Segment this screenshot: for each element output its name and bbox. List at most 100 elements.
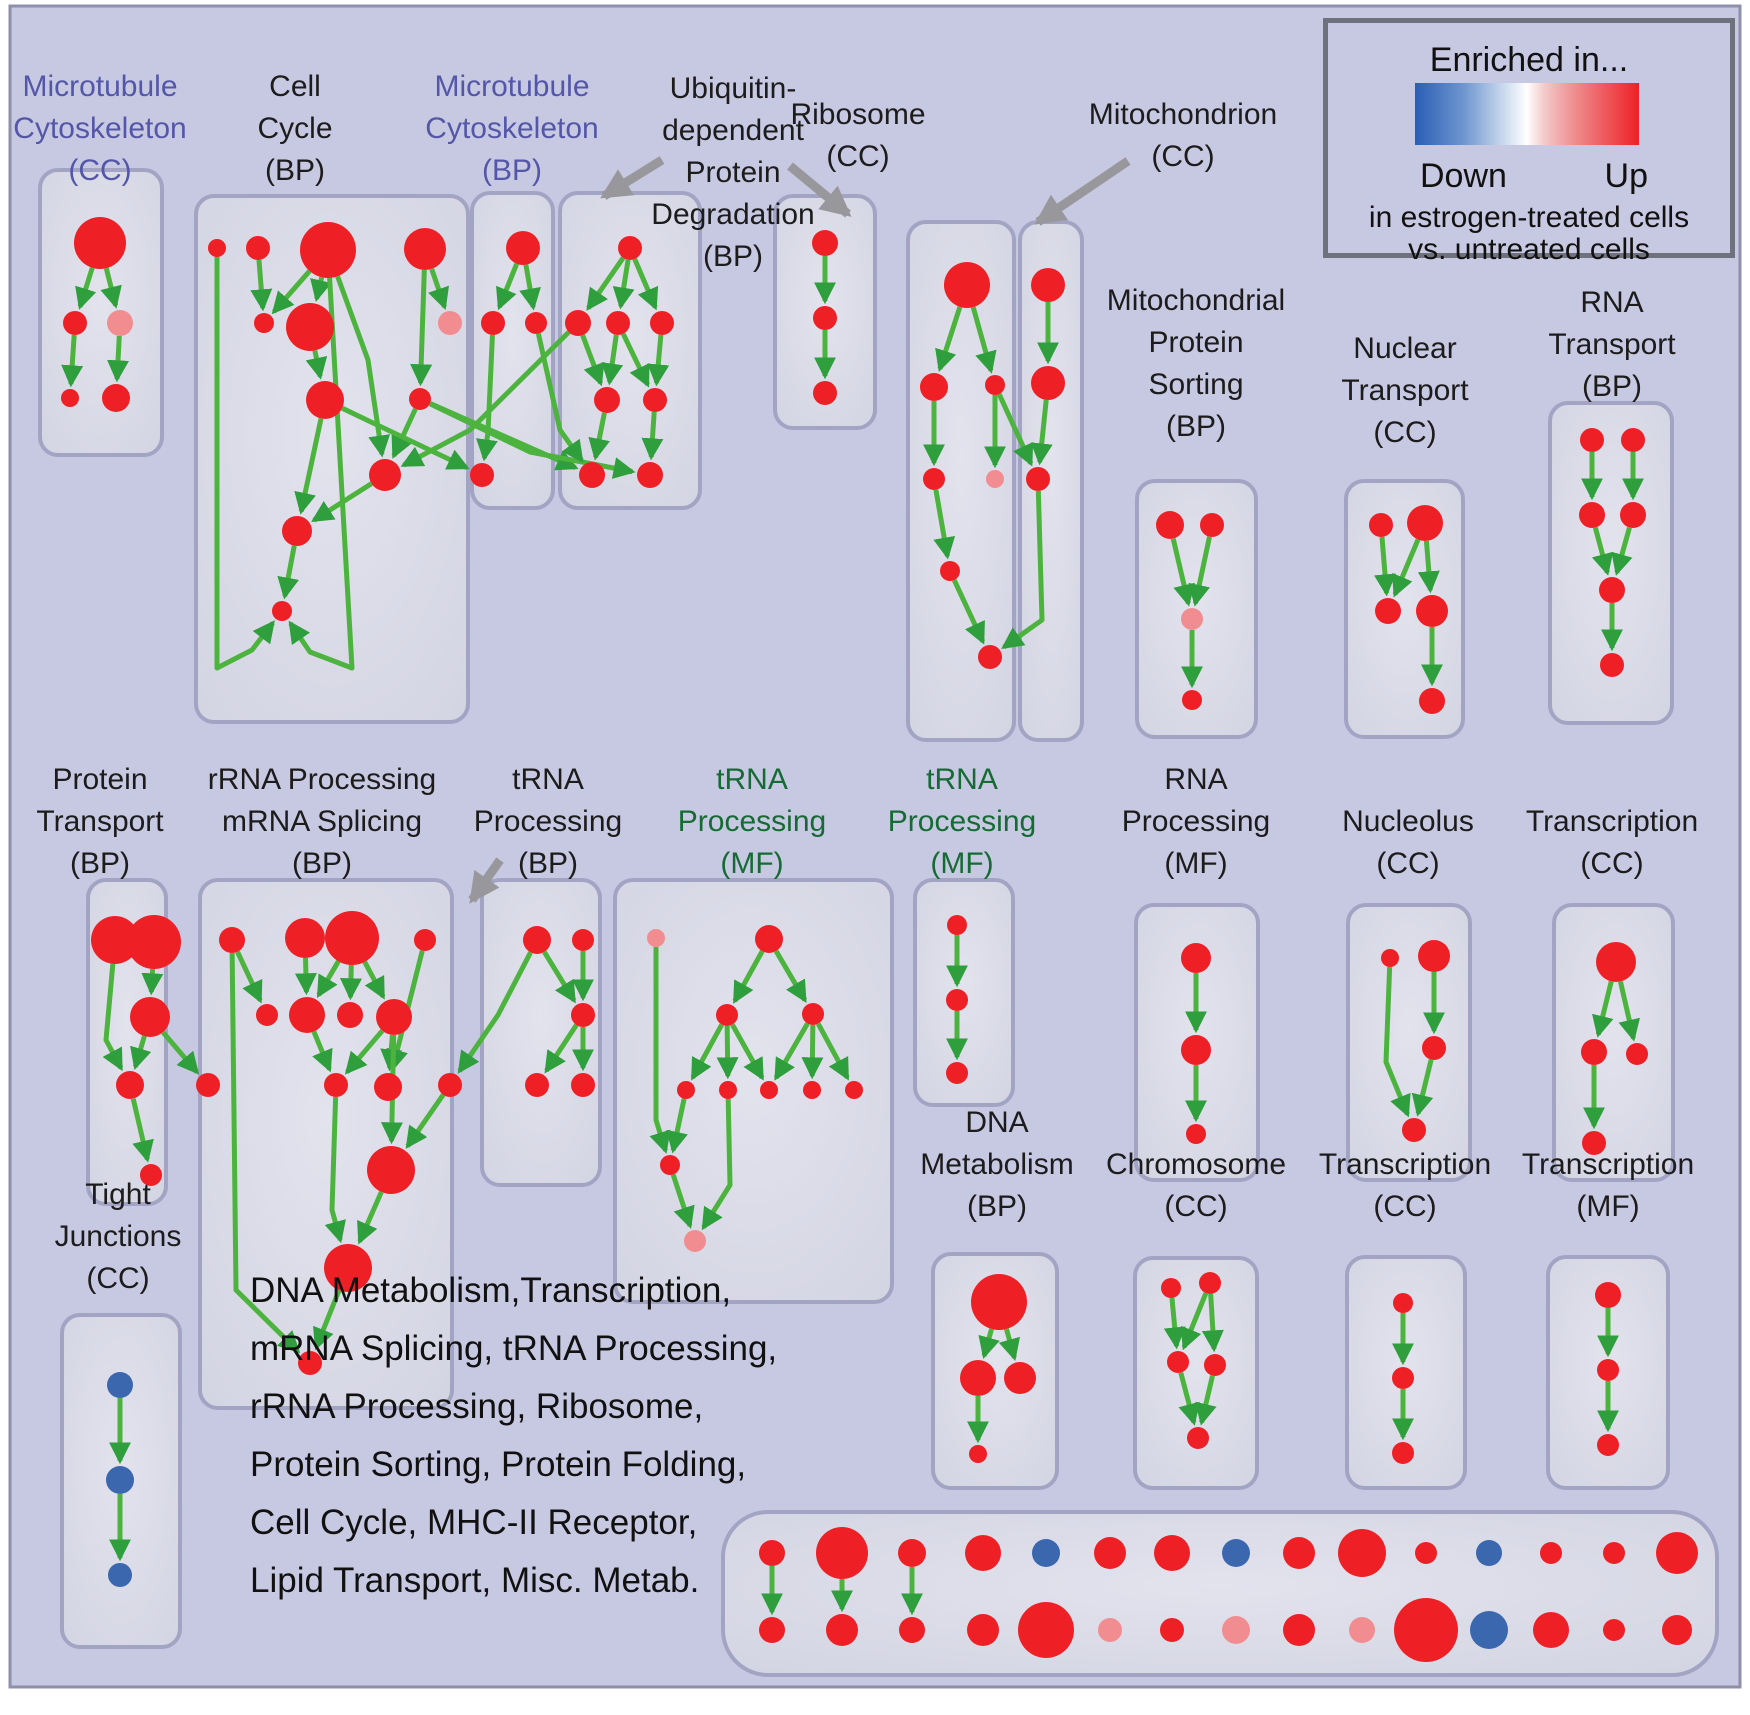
cluster-label-line: Transport [36, 805, 164, 838]
cluster-label-line: DNA [965, 1106, 1029, 1139]
edge-arrow [935, 306, 963, 373]
edge-arrow [730, 1023, 765, 1081]
cluster-label-mt-cc: Microtubule Cytoskeleton (CC) [13, 66, 186, 192]
edge-arrow [542, 950, 577, 1004]
edge-arrow [816, 1022, 850, 1081]
go-term-node [1167, 1351, 1189, 1373]
edge-arrow [1374, 536, 1396, 597]
go-term-node [1031, 366, 1065, 400]
cluster-label-line: Chromosome [1105, 1148, 1287, 1181]
edge-arrow [773, 1022, 810, 1081]
edge-arrow [130, 1035, 152, 1070]
go-term-node [1098, 1618, 1122, 1642]
cluster-label-line: Mitochondrion [1088, 98, 1278, 131]
cluster-label-line: tRNA [926, 763, 998, 796]
go-term-node [91, 916, 139, 964]
cluster-label-transcription-cc-mid: Transcription (CC) [1526, 801, 1698, 885]
go-term-node [965, 1535, 1001, 1571]
category-list-line: Lipid Transport, Misc. Metab. [250, 1561, 700, 1600]
edge-arrow [288, 277, 355, 671]
go-term-node [946, 1062, 968, 1084]
go-term-node [1181, 1035, 1211, 1065]
go-term-node [289, 997, 325, 1033]
edge-arrow [1001, 490, 1045, 650]
go-term-node [813, 306, 837, 330]
edge-arrow [311, 481, 373, 523]
category-list-line: Protein Sorting, Protein Folding, [250, 1445, 747, 1484]
go-term-node [759, 1540, 785, 1566]
go-term-node [525, 312, 547, 334]
legend-up-label: Up [1604, 157, 1648, 195]
go-term-node [1181, 608, 1203, 630]
cluster-label-line: (MF) [720, 847, 784, 880]
edge-arrow [400, 330, 571, 468]
edge-arrow [214, 257, 275, 671]
category-list-line: Cell Cycle, MHC-II Receptor, [250, 1503, 698, 1542]
go-term-node [1199, 1272, 1221, 1294]
go-term-node [438, 1073, 462, 1097]
cluster-box-chromosome [1133, 1256, 1259, 1490]
cluster-label-line: (CC) [86, 1262, 150, 1295]
go-term-node [643, 388, 667, 412]
cluster-label-trna-processing-mf-1: tRNA Processing (MF) [678, 759, 826, 885]
category-list-line: DNA Metabolism,Transcription, [250, 1271, 732, 1310]
cluster-label-line: (BP) [966, 1190, 1027, 1223]
go-term-node [985, 375, 1005, 395]
go-term-node [1603, 1619, 1625, 1641]
edge-arrow [130, 1098, 154, 1163]
edge-arrow [496, 262, 520, 311]
go-term-node [1402, 1118, 1426, 1142]
go-term-node [1222, 1616, 1250, 1644]
go-term-node [306, 381, 344, 419]
go-term-node [1418, 940, 1450, 972]
edge-arrow [294, 418, 324, 515]
edge-arrow [1592, 980, 1614, 1038]
go-term-node [1369, 513, 1393, 537]
edge-arrow [670, 1173, 695, 1229]
legend: Enriched in... Down Up in estrogen-treat… [1323, 18, 1735, 266]
go-term-node [637, 462, 663, 488]
edge-arrow [588, 412, 610, 461]
go-term-node [61, 389, 79, 407]
cluster-label-line: Nucleolus [1342, 805, 1474, 838]
go-term-node [196, 1073, 220, 1097]
edge-arrow [107, 335, 129, 383]
go-term-node [1283, 1537, 1315, 1569]
go-term-node [1620, 502, 1646, 528]
edge-arrow [1392, 538, 1421, 598]
go-term-node [650, 311, 674, 335]
cluster-label-line: Mitochondrial [1106, 284, 1286, 317]
edge-arrow [102, 963, 124, 1072]
go-term-node [1181, 943, 1211, 973]
cluster-label-line: Transport [1548, 328, 1676, 361]
edge-arrow [316, 960, 341, 998]
go-term-node [272, 601, 292, 621]
edge-arrow [801, 1024, 824, 1080]
cluster-label-line: Ubiquitin- [669, 72, 797, 105]
cluster-label-line: Protein [1148, 326, 1244, 359]
annotation-layer [468, 156, 1131, 904]
go-term-node [898, 1539, 926, 1567]
go-term-node [1222, 1539, 1250, 1567]
go-term-node [481, 311, 505, 335]
go-term-node [647, 929, 665, 947]
cluster-label-line: Processing [887, 805, 1037, 838]
label-pointer-arrow [787, 162, 852, 218]
edge-arrow [1383, 966, 1411, 1118]
cluster-label-line: rRNA Processing [207, 763, 437, 796]
go-term-node [376, 999, 412, 1035]
legend-down-label: Down [1420, 157, 1507, 195]
edge-arrow [1417, 540, 1440, 594]
cluster-label-trna-processing-mf-2: tRNA Processing (MF) [888, 759, 1036, 885]
go-term-node [1407, 505, 1443, 541]
go-term-node [1662, 1615, 1692, 1645]
go-term-node [1094, 1537, 1126, 1569]
go-term-node [978, 645, 1002, 669]
edge-arrow [294, 957, 317, 996]
go-term-node [107, 310, 133, 336]
go-term-node [1004, 1362, 1036, 1394]
cluster-label-line: tRNA [716, 763, 788, 796]
label-pointer-arrow [1034, 157, 1131, 226]
go-term-node [285, 918, 325, 958]
edge-arrow [996, 393, 1034, 467]
